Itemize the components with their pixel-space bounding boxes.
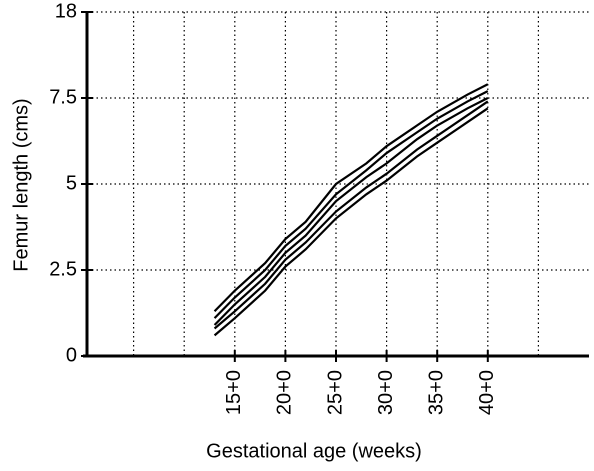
centile-line <box>213 107 489 337</box>
y-tick-label: 2.5 <box>49 258 77 280</box>
centile-line <box>213 97 489 326</box>
x-tick-label: 40+0 <box>476 370 498 415</box>
centile-line <box>213 83 489 313</box>
x-tick-label: 35+0 <box>425 370 447 415</box>
centile-line <box>213 100 489 330</box>
x-axis-label: Gestational age (weeks) <box>206 440 422 462</box>
centile-line <box>213 90 489 319</box>
x-tick-label: 30+0 <box>375 370 397 415</box>
y-tick-label: 0 <box>66 344 77 366</box>
y-tick-label: 18 <box>55 0 77 22</box>
x-tick-label: 20+0 <box>274 370 296 415</box>
x-tick-label: 25+0 <box>324 370 346 415</box>
y-tick-label: 5 <box>66 172 77 194</box>
y-tick-label: 7.5 <box>49 86 77 108</box>
y-axis-label: Femur length (cms) <box>10 98 32 271</box>
x-tick-label: 15+0 <box>223 370 245 415</box>
